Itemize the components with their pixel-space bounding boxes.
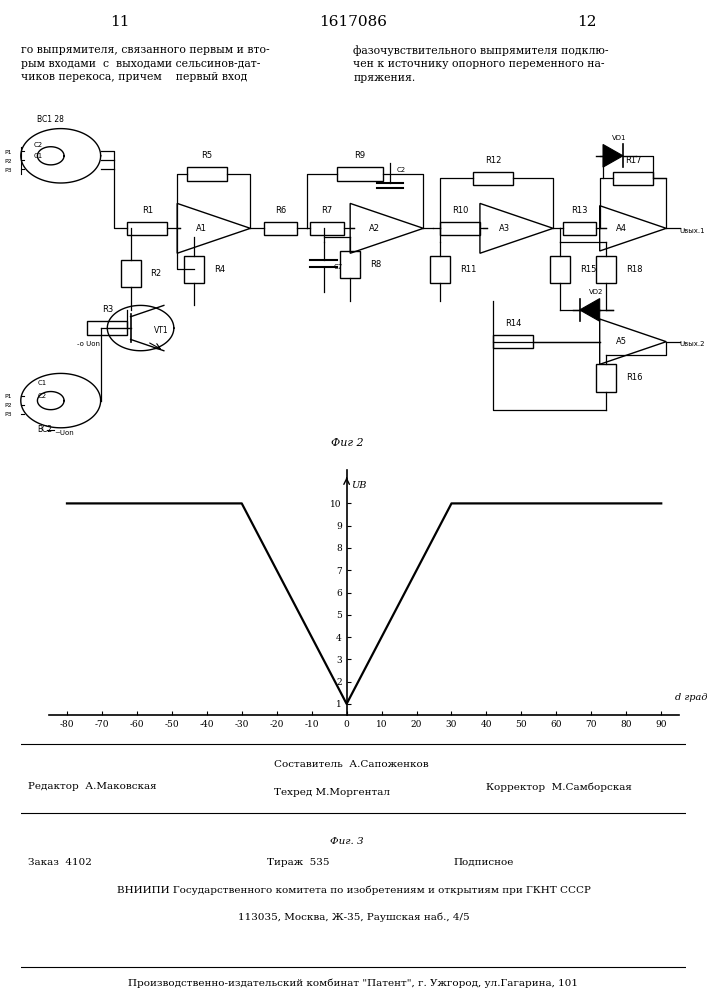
Text: C2: C2 [34, 142, 43, 148]
Text: A1: A1 [196, 224, 207, 233]
Text: A4: A4 [617, 224, 627, 233]
Text: BC2: BC2 [37, 425, 52, 434]
Text: VT1: VT1 [154, 326, 168, 335]
Bar [430, 256, 450, 283]
Text: Производственно-издательский комбинат "Патент", г. Ужгород, ул.Гагарина, 101: Производственно-издательский комбинат "П… [129, 979, 578, 988]
Text: R9: R9 [355, 151, 366, 160]
Text: C1: C1 [37, 380, 47, 386]
Text: R17: R17 [625, 156, 641, 165]
Text: P1: P1 [4, 394, 11, 399]
Text: R5: R5 [201, 151, 213, 160]
Text: фазочувствительного выпрямителя подклю-
чен к источнику опорного переменного на-: фазочувствительного выпрямителя подклю- … [354, 45, 609, 83]
Text: R7: R7 [321, 206, 332, 215]
Text: Заказ  4102: Заказ 4102 [28, 858, 92, 867]
Bar [493, 335, 533, 348]
Text: Uвых.2: Uвых.2 [679, 341, 705, 347]
Text: Фиг. 3: Фиг. 3 [329, 838, 363, 846]
Text: Корректор  М.Самборская: Корректор М.Самборская [486, 782, 632, 792]
Text: Uвых.1: Uвых.1 [679, 228, 705, 234]
Text: R18: R18 [626, 265, 643, 274]
Text: d град: d град [675, 693, 707, 702]
Text: R10: R10 [452, 206, 468, 215]
Text: VD1: VD1 [612, 135, 627, 141]
Text: P2: P2 [4, 159, 12, 164]
Text: P1: P1 [4, 150, 11, 155]
Text: C7: C7 [334, 264, 343, 270]
Bar [550, 256, 570, 283]
Bar [127, 222, 167, 235]
Text: R16: R16 [626, 373, 643, 382]
Text: Подписное: Подписное [453, 858, 513, 867]
Bar [121, 260, 141, 287]
Text: R13: R13 [571, 206, 588, 215]
Text: го выпрямителя, связанного первым и вто-
рым входами  с  выходами сельсинов-дат-: го выпрямителя, связанного первым и вто-… [21, 45, 270, 82]
Bar [597, 256, 617, 283]
Text: A3: A3 [498, 224, 510, 233]
Text: ВНИИПИ Государственного комитета по изобретениям и открытиям при ГКНТ СССР: ВНИИПИ Государственного комитета по изоб… [117, 885, 590, 895]
Text: -o Uon: -o Uon [77, 341, 100, 347]
Text: R14: R14 [505, 319, 521, 328]
Text: A2: A2 [369, 224, 380, 233]
Text: C2: C2 [37, 393, 47, 399]
Text: 113035, Москва, Ж-35, Раушская наб., 4/5: 113035, Москва, Ж-35, Раушская наб., 4/5 [238, 913, 469, 922]
Text: C2: C2 [397, 167, 406, 173]
Text: R2: R2 [151, 269, 162, 278]
Bar [264, 222, 297, 235]
Text: R11: R11 [460, 265, 477, 274]
Text: P3: P3 [4, 168, 12, 173]
Bar [340, 251, 360, 278]
Text: R4: R4 [214, 265, 225, 274]
Text: R15: R15 [580, 265, 596, 274]
Bar [597, 364, 617, 392]
Bar [337, 167, 383, 181]
Text: C1: C1 [34, 153, 43, 159]
Bar [88, 321, 127, 335]
Bar [613, 172, 653, 185]
Bar [440, 222, 480, 235]
Text: 12: 12 [577, 15, 597, 29]
Text: R6: R6 [275, 206, 286, 215]
Bar [187, 167, 227, 181]
Text: A5: A5 [617, 337, 627, 346]
Bar [184, 256, 204, 283]
Bar [473, 172, 513, 185]
Text: BC1 28: BC1 28 [37, 115, 64, 124]
Text: UB: UB [351, 481, 366, 490]
Text: VD2: VD2 [589, 289, 604, 295]
Bar [310, 222, 344, 235]
Text: Составитель  А.Сапоженков: Составитель А.Сапоженков [274, 760, 428, 769]
Text: Техред М.Моргентал: Техред М.Моргентал [274, 788, 390, 797]
Text: 1617086: 1617086 [320, 15, 387, 29]
Text: Редактор  А.Маковская: Редактор А.Маковская [28, 782, 156, 791]
Text: R8: R8 [370, 260, 381, 269]
Text: P2: P2 [4, 403, 12, 408]
Polygon shape [580, 299, 600, 321]
Text: Фиг 2: Фиг 2 [331, 438, 363, 448]
Polygon shape [603, 144, 623, 167]
Text: Тираж  535: Тираж 535 [267, 858, 329, 867]
Text: ~Uon: ~Uon [54, 430, 74, 436]
Text: 11: 11 [110, 15, 130, 29]
Text: R1: R1 [141, 206, 153, 215]
Text: R3: R3 [102, 305, 113, 314]
Text: R12: R12 [485, 156, 501, 165]
Text: P3: P3 [4, 412, 12, 417]
Bar [563, 222, 597, 235]
